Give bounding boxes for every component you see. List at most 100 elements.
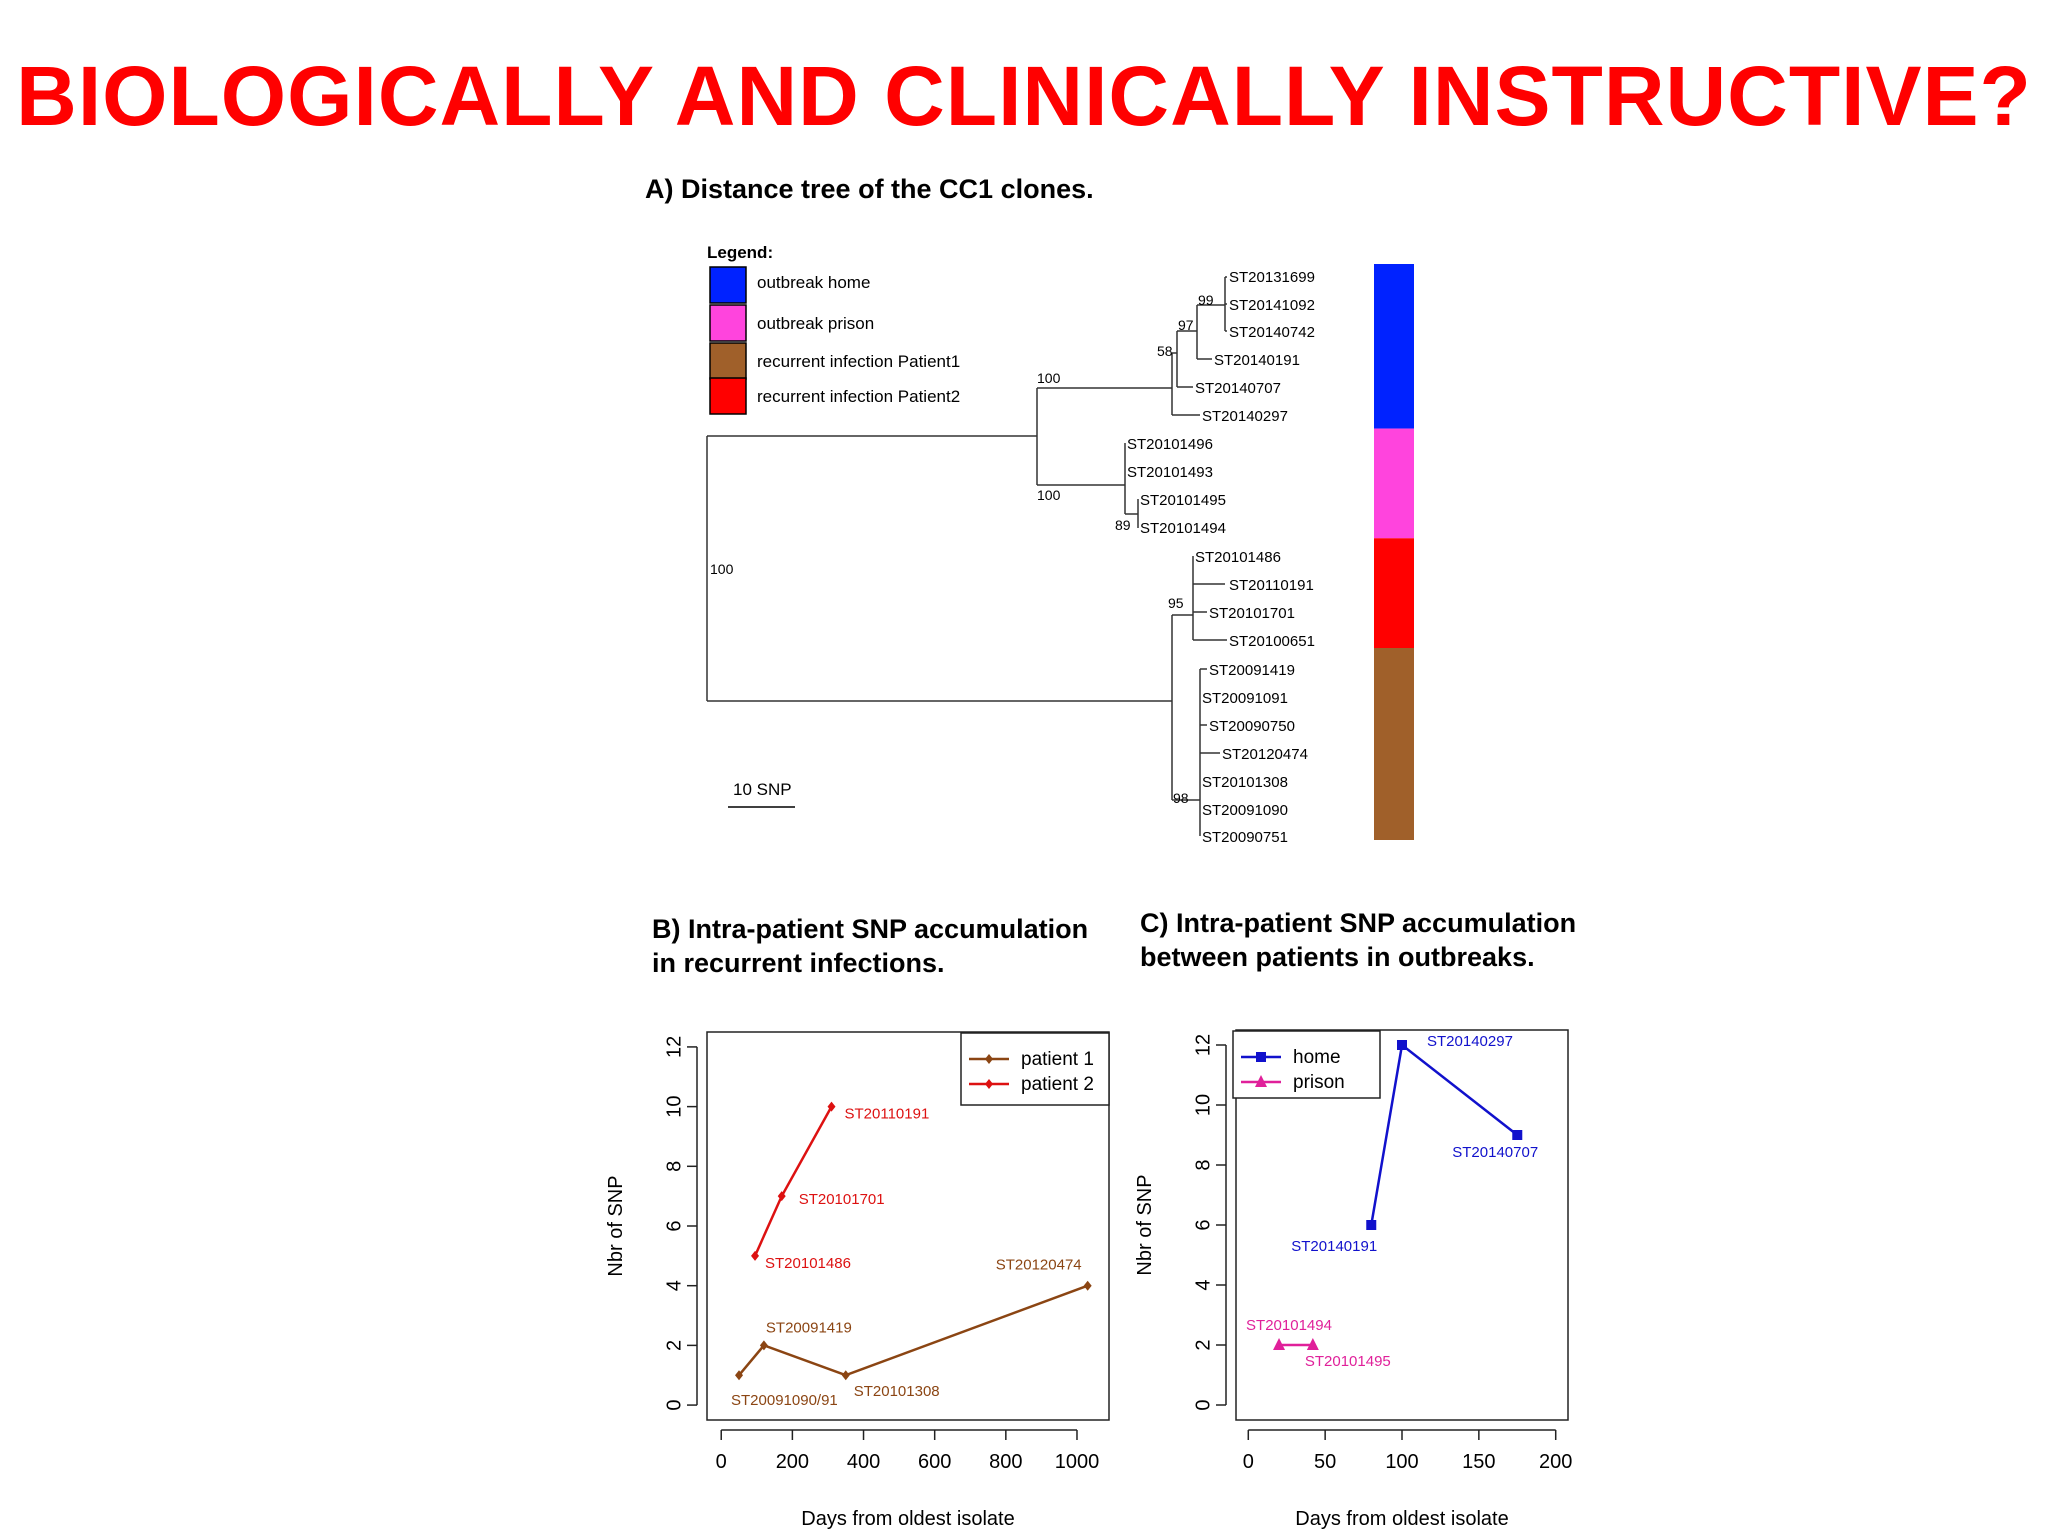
tree-leaf: ST20131699 [1229,269,1315,286]
legend-label-outbreak-prison: outbreak prison [757,314,874,333]
data-label: ST20140191 [1291,1238,1377,1255]
data-label: ST20101495 [1305,1353,1391,1370]
color-bar-segment [1374,428,1414,539]
tree-bootstrap-values: 99 97 58 100 100 89 100 95 98 [710,292,1214,806]
data-point [1083,1280,1092,1291]
y-axis-label: Nbr of SNP [1134,1174,1156,1275]
tree-leaf: ST20110191 [1229,577,1314,594]
y-tick-label: 2 [1192,1339,1214,1350]
data-label: ST20120474 [996,1257,1082,1274]
y-tick-label: 8 [1192,1159,1214,1170]
tree-leaf: ST20120474 [1222,746,1308,763]
data-point [1273,1338,1286,1350]
data-point [751,1250,760,1261]
y-tick-label: 6 [1192,1219,1214,1230]
color-bar-segment [1374,648,1414,840]
tree-branches [706,276,1227,836]
tree-leaf: ST20101495 [1140,492,1226,509]
y-tick-label: 6 [663,1220,685,1231]
panel-a-title-text: A) Distance tree of the CC1 clones. [645,174,1094,204]
color-bar-segment [1374,264,1414,429]
panel-b-title: B) Intra-patient SNP accumulation in rec… [652,912,1088,980]
tree-leaf: ST20101493 [1127,464,1213,481]
tree-leaf: ST20140297 [1202,408,1288,425]
legend-swatch-outbreak-prison [709,304,747,342]
x-tick-label: 150 [1462,1451,1495,1473]
data-label: ST20140297 [1427,1033,1513,1050]
plot-frame [706,1031,1110,1421]
tree-leaf-labels: ST20131699 ST20141092 ST20140742 ST20140… [1127,269,1315,846]
panel-b-title-line1: B) Intra-patient SNP accumulation [652,914,1089,944]
panel-c-title-line2: between patients in outbreaks. [1140,942,1535,972]
legend-label-patient2: recurrent infection Patient2 [757,387,960,406]
x-axis-label: Days from oldest isolate [801,1508,1014,1530]
tree-color-bar [1374,264,1414,840]
bootstrap-value: 58 [1157,343,1173,359]
legend-label: patient 1 [1021,1049,1094,1070]
data-label: ST20091419 [766,1319,852,1336]
data-label: ST20101494 [1246,1317,1332,1334]
y-tick-label: 0 [663,1400,685,1411]
tree-leaf: ST20101494 [1140,520,1226,537]
y-tick-label: 12 [663,1036,685,1058]
y-tick-label: 10 [663,1095,685,1117]
data-label: ST20110191 [845,1106,930,1123]
y-axis-label: Nbr of SNP [605,1175,627,1276]
y-tick-label: 10 [1192,1094,1214,1116]
bootstrap-value: 99 [1198,292,1214,308]
legend-label: patient 2 [1021,1074,1094,1095]
tree-leaf: ST20091091 [1202,690,1288,707]
tree-leaf: ST20140707 [1195,380,1281,397]
chart-c: 0 50 100 150 200 0 2 4 6 8 10 12 Days from oldest is… [1134,1029,1572,1530]
data-point [1397,1040,1407,1050]
tree-leaf: ST20101308 [1202,774,1288,791]
tree-leaf: ST20101486 [1195,549,1281,566]
tree-leaf: ST20141092 [1229,297,1315,314]
x-tick-label: 100 [1385,1451,1418,1473]
panel-a-title: A) Distance tree of the CC1 clones. [645,172,1094,206]
legend-label: prison [1293,1072,1345,1093]
data-label: ST20101486 [765,1255,851,1272]
legend-box [960,1032,1110,1106]
series-line-0 [1370,1042,1519,1226]
x-tick-label: 1000 [1055,1451,1100,1473]
tree-leaf: ST20091090 [1202,802,1288,819]
legend-label-outbreak-home: outbreak home [757,273,870,292]
panel-b-title-line2: in recurrent infections. [652,948,945,978]
y-tick-label: 4 [663,1280,685,1291]
tree-leaf: ST20091419 [1209,662,1295,679]
tree-leaf: ST20100651 [1229,633,1315,650]
data-point [985,1054,993,1064]
legend-title: Legend: [707,243,773,262]
y-tick-label: 2 [663,1340,685,1351]
x-tick-label: 400 [847,1451,880,1473]
tree-leaf: ST20101496 [1127,436,1213,453]
data-label: ST20091090/91 [731,1392,838,1409]
data-point [1306,1338,1319,1350]
chart-b: 0 200 400 600 800 1000 0 2 4 6 8 10 12 Days from olde… [605,1031,1110,1530]
slide-title: BIOLOGICALLY AND CLINICALLY INSTRUCTIVE? [16,49,2032,143]
bootstrap-value: 89 [1115,517,1131,533]
data-point [841,1370,850,1381]
x-tick-label: 600 [918,1451,951,1473]
tree-leaf: ST20140742 [1229,324,1315,341]
data-point [735,1370,744,1381]
x-tick-label: 800 [989,1451,1022,1473]
tree-leaf: ST20090751 [1202,829,1288,846]
data-point [759,1340,768,1351]
series-line-0 [738,1284,1089,1377]
data-point [1255,1075,1267,1087]
bootstrap-value: 100 [1037,487,1061,503]
data-point [1256,1052,1266,1062]
y-tick-label: 4 [1192,1279,1214,1290]
x-tick-label: 200 [776,1451,809,1473]
x-tick-label: 200 [1539,1451,1572,1473]
data-label: ST20101308 [854,1383,940,1400]
data-point [827,1101,836,1112]
bootstrap-value: 100 [710,561,734,577]
tree-leaf: ST20101701 [1209,605,1295,622]
tree-legend: Legend: outbreak home outbreak prison re… [707,243,960,415]
y-tick-label: 0 [1192,1399,1214,1410]
